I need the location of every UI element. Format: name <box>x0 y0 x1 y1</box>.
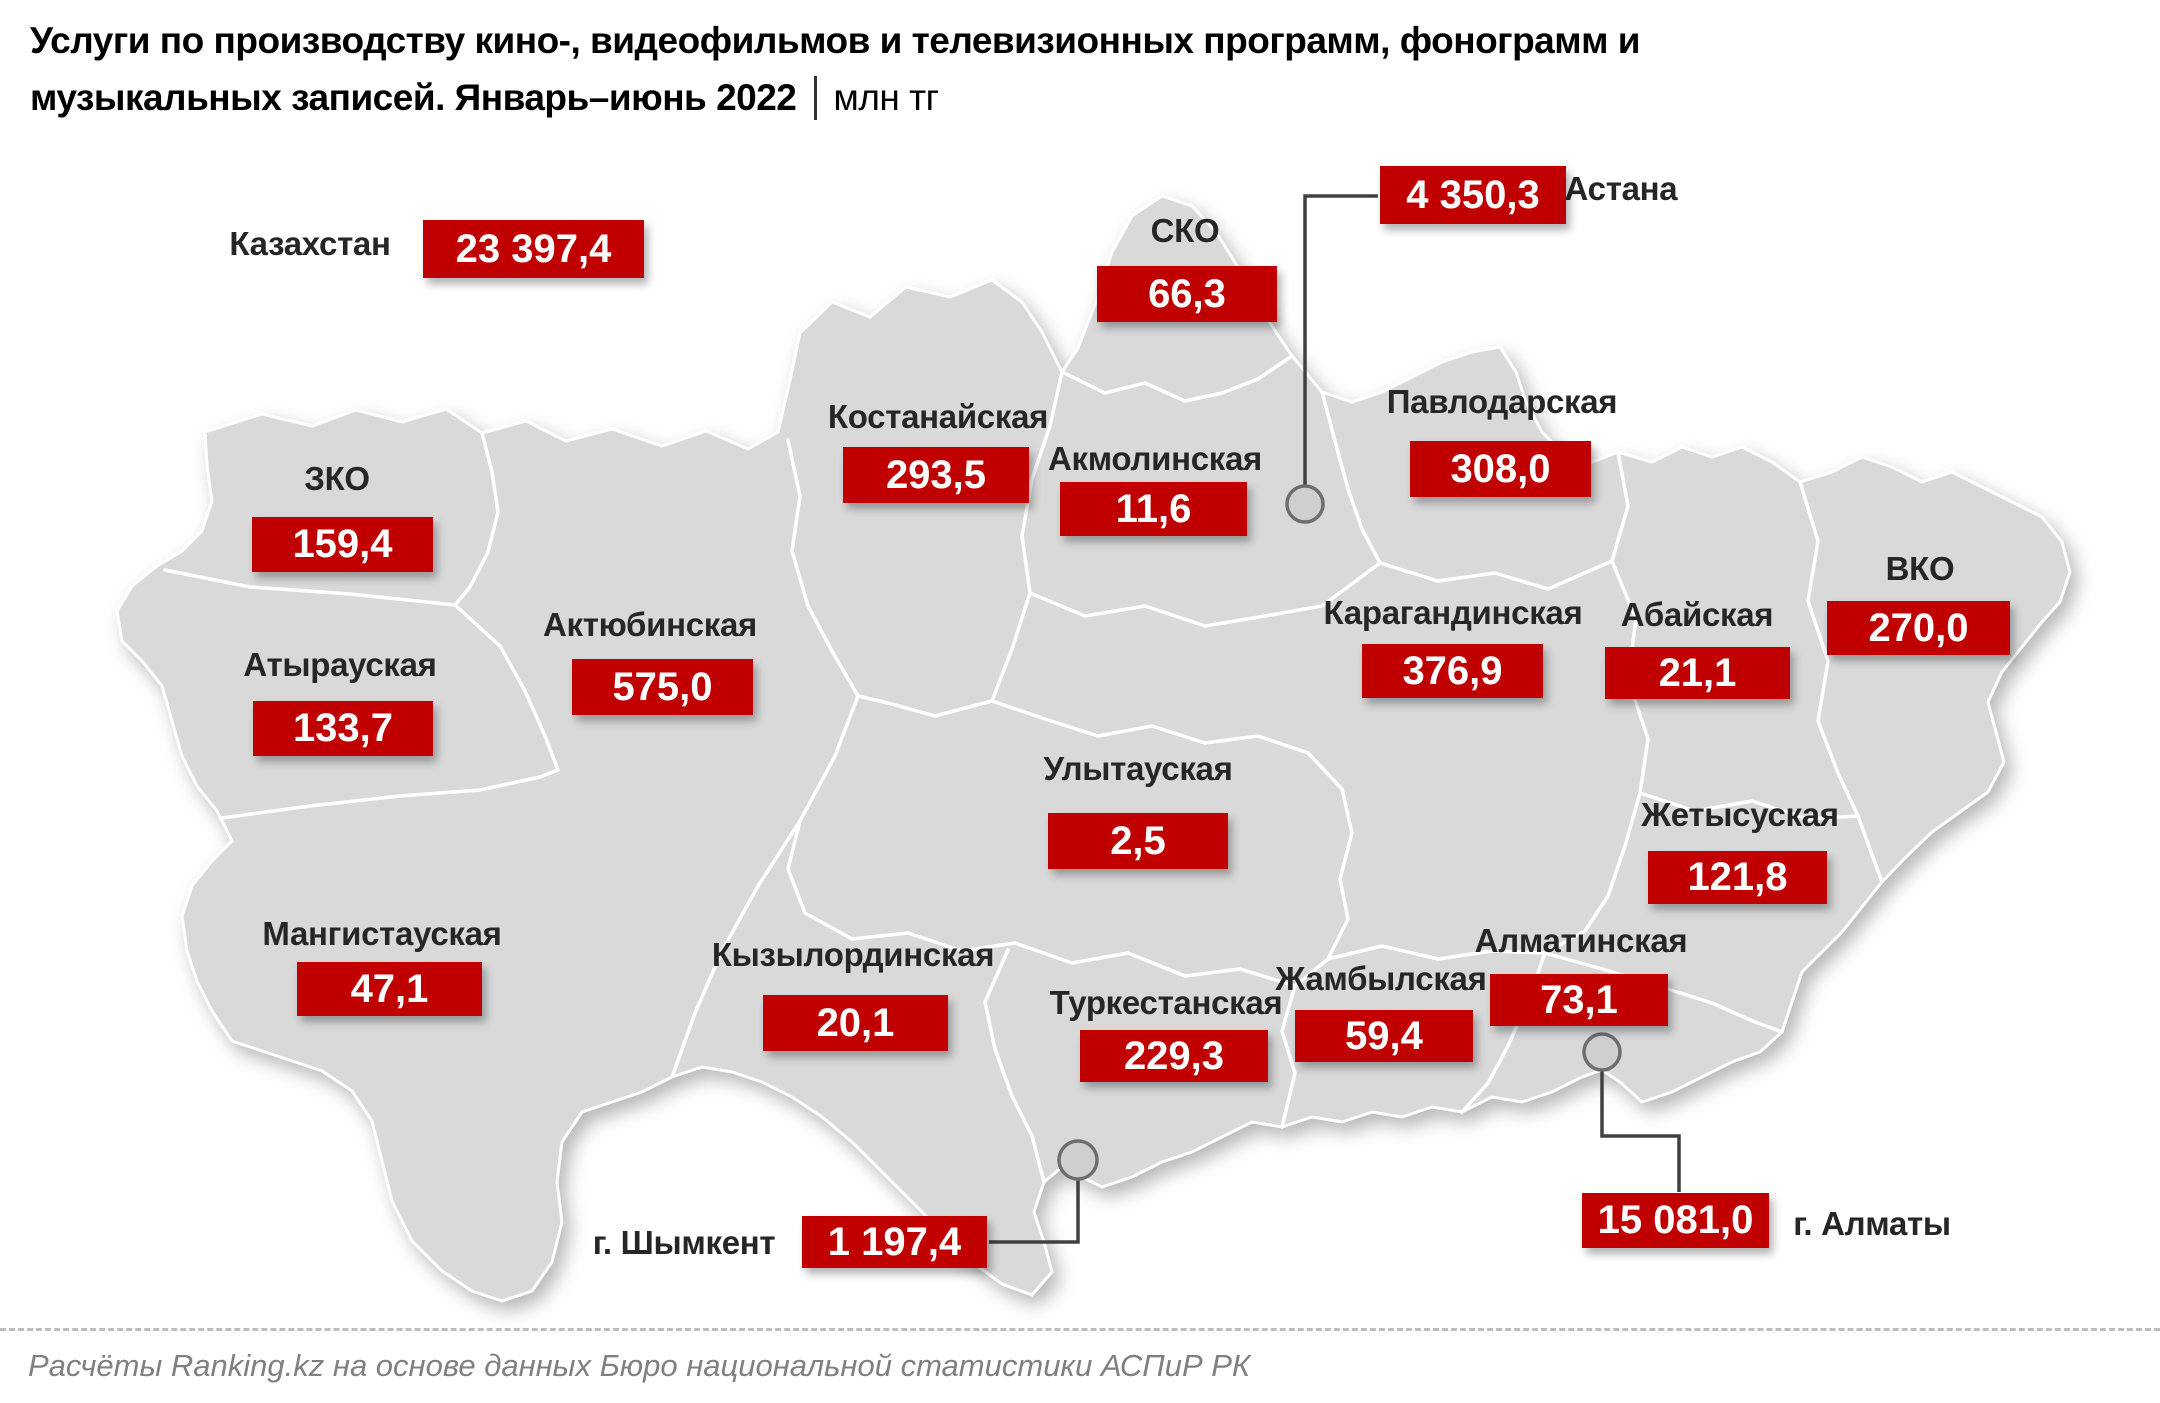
city-callouts <box>989 194 1681 1244</box>
value-badge-zhambyl: 59,4 <box>1295 1010 1473 1062</box>
value-badge-sko: 66,3 <box>1097 266 1277 322</box>
region-label-zhetysu: Жетысуская <box>1641 796 1839 833</box>
region-label-aktobe: Актюбинская <box>542 606 758 643</box>
title-line-2: музыкальных записей. Январь–июнь 2022 млн… <box>30 69 1640 126</box>
value-badge-abay: 21,1 <box>1605 647 1790 699</box>
astana-callout-line <box>1303 194 1378 486</box>
region-label-akmola: Акмолинская <box>1047 440 1263 477</box>
value-badge-kazakhstan-total: 23 397,4 <box>423 220 644 278</box>
source-note: Расчёты Ranking.kz на основе данных Бюро… <box>0 1328 2160 1384</box>
value-badge-zhetysu: 121,8 <box>1648 851 1827 904</box>
region-label-almaty-city: г. Алматы <box>1793 1205 1951 1242</box>
unit-label: млн тг <box>833 77 939 118</box>
region-label-sko: СКО <box>1150 212 1220 249</box>
value-badge-astana-city: 4 350,3 <box>1380 166 1566 224</box>
value-badge-shymkent-city: 1 197,4 <box>802 1216 987 1268</box>
region-label-abay: Абайская <box>1620 596 1774 633</box>
region-label-shymkent-city: г. Шымкент <box>592 1224 776 1261</box>
value-badge-almaty-region: 73,1 <box>1490 974 1668 1026</box>
region-label-zko: ЗКО <box>304 460 370 497</box>
value-badge-pavlodar: 308,0 <box>1410 441 1591 497</box>
value-badge-mangystau: 47,1 <box>297 962 482 1016</box>
value-badge-kyzylorda: 20,1 <box>763 995 948 1051</box>
region-label-zhambyl: Жамбылская <box>1275 960 1487 997</box>
region-label-pavlodar: Павлодарская <box>1386 383 1618 420</box>
value-badge-aktobe: 575,0 <box>572 659 753 715</box>
region-label-kazakhstan-total: Казахстан <box>229 225 391 262</box>
region-label-turkestan: Туркестанская <box>1049 984 1283 1021</box>
astana-marker-icon <box>1285 484 1325 524</box>
title-line-2-text: музыкальных записей. Январь–июнь 2022 <box>30 77 797 118</box>
value-badge-vko: 270,0 <box>1827 601 2010 655</box>
region-label-atyrau: Атырауская <box>243 646 437 683</box>
region-label-vko: ВКО <box>1885 550 1955 587</box>
value-badge-karaganda: 376,9 <box>1362 644 1543 698</box>
title-line-1: Услуги по производству кино-, видеофильм… <box>30 20 1641 61</box>
page-title: Услуги по производству кино-, видеофильм… <box>30 12 1641 126</box>
region-label-kostanay: Костанайская <box>827 398 1049 435</box>
region-label-mangystau: Мангистауская <box>262 915 502 952</box>
region-borders <box>163 354 1884 1184</box>
shymkent-marker-icon <box>1057 1139 1099 1181</box>
value-badge-zko: 159,4 <box>252 517 433 572</box>
almaty-callout-line <box>1600 1070 1681 1192</box>
value-badge-turkestan: 229,3 <box>1080 1030 1268 1082</box>
shymkent-callout-line <box>989 1180 1080 1244</box>
value-badge-almaty-city: 15 081,0 <box>1582 1193 1769 1248</box>
region-label-kyzylorda: Кызылординская <box>711 936 995 973</box>
region-label-ulytau: Улытауская <box>1043 750 1233 787</box>
region-label-almaty-region: Алматинская <box>1474 922 1688 959</box>
unit-divider <box>814 76 818 120</box>
value-badge-akmola: 11,6 <box>1060 482 1247 536</box>
value-badge-kostanay: 293,5 <box>843 447 1029 503</box>
almaty-marker-icon <box>1582 1032 1622 1072</box>
value-badge-atyrau: 133,7 <box>253 701 433 756</box>
region-label-karaganda: Карагандинская <box>1323 594 1583 631</box>
value-badge-ulytau: 2,5 <box>1048 813 1228 869</box>
